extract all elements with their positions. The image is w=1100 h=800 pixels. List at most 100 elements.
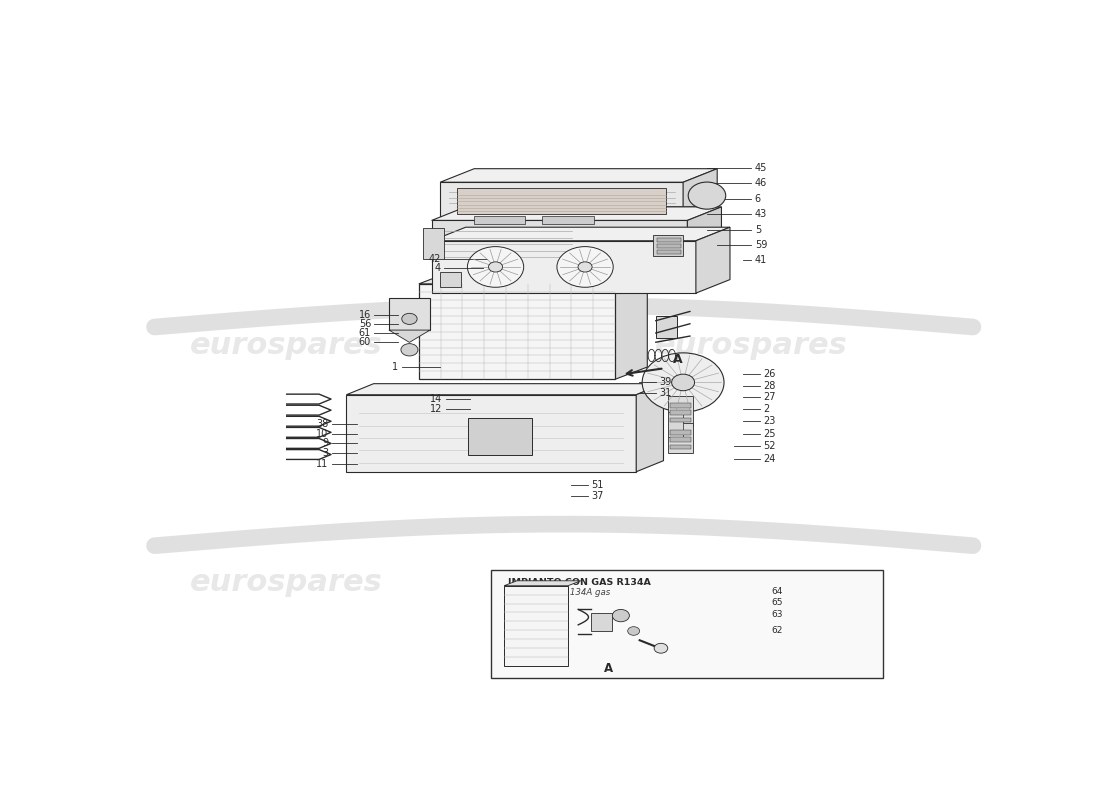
Bar xyxy=(346,394,636,472)
Text: 23: 23 xyxy=(763,416,776,426)
Polygon shape xyxy=(440,221,683,239)
Polygon shape xyxy=(419,271,647,284)
Text: eurospares: eurospares xyxy=(654,331,848,360)
Circle shape xyxy=(689,182,726,209)
Bar xyxy=(492,570,883,678)
Text: 5: 5 xyxy=(755,225,761,234)
Text: 42: 42 xyxy=(429,254,441,264)
Text: 61: 61 xyxy=(359,328,371,338)
Polygon shape xyxy=(431,241,696,293)
Text: 11: 11 xyxy=(316,459,329,470)
Circle shape xyxy=(654,643,668,653)
Circle shape xyxy=(400,344,418,356)
Polygon shape xyxy=(636,384,663,472)
Text: eurospares: eurospares xyxy=(190,568,383,597)
Bar xyxy=(657,244,681,248)
Text: 35: 35 xyxy=(547,624,559,633)
Polygon shape xyxy=(504,581,581,586)
Circle shape xyxy=(488,262,503,272)
Text: 26: 26 xyxy=(763,370,776,379)
Polygon shape xyxy=(389,330,430,342)
Text: 6: 6 xyxy=(755,194,761,204)
Bar xyxy=(670,402,691,408)
Text: IMPIANTO CON GAS R134A: IMPIANTO CON GAS R134A xyxy=(508,578,651,586)
Bar xyxy=(656,316,678,338)
Text: 52: 52 xyxy=(763,441,776,451)
Bar xyxy=(591,613,613,631)
Bar xyxy=(668,413,683,437)
Text: 28: 28 xyxy=(763,381,776,390)
Text: 43: 43 xyxy=(755,210,767,219)
Text: 56: 56 xyxy=(359,319,371,329)
Text: 65: 65 xyxy=(772,598,783,607)
Polygon shape xyxy=(440,182,683,221)
Bar xyxy=(424,229,444,259)
Text: 37: 37 xyxy=(591,491,604,502)
Bar xyxy=(419,284,615,379)
Bar xyxy=(670,445,691,450)
Polygon shape xyxy=(683,169,717,221)
Text: 2: 2 xyxy=(763,404,770,414)
Bar xyxy=(657,250,681,254)
Bar xyxy=(474,216,526,223)
Text: 16: 16 xyxy=(359,310,371,320)
Text: 63: 63 xyxy=(772,610,783,619)
Text: 60: 60 xyxy=(359,338,371,347)
Circle shape xyxy=(613,610,629,622)
Circle shape xyxy=(628,626,639,635)
Text: eurospares: eurospares xyxy=(654,568,848,597)
Circle shape xyxy=(402,314,417,325)
Bar xyxy=(469,418,532,455)
Polygon shape xyxy=(696,227,730,293)
Polygon shape xyxy=(440,169,717,182)
Bar xyxy=(542,216,594,223)
Text: System with R134A gas: System with R134A gas xyxy=(508,587,611,597)
Polygon shape xyxy=(431,207,722,221)
Circle shape xyxy=(642,353,724,412)
Text: 46: 46 xyxy=(755,178,767,189)
Text: 4: 4 xyxy=(434,263,441,274)
Polygon shape xyxy=(615,271,647,379)
Bar xyxy=(670,437,691,442)
Polygon shape xyxy=(431,221,688,262)
Text: 14: 14 xyxy=(430,394,442,404)
Circle shape xyxy=(468,246,524,287)
Text: 24: 24 xyxy=(763,454,776,465)
Text: 25: 25 xyxy=(763,429,776,438)
Text: 45: 45 xyxy=(755,163,767,173)
Text: 38: 38 xyxy=(316,418,329,429)
Text: 3: 3 xyxy=(322,448,329,458)
Text: 10: 10 xyxy=(316,429,329,438)
Bar xyxy=(504,586,568,666)
Bar xyxy=(458,188,666,214)
Text: 39: 39 xyxy=(659,378,671,387)
Text: eurospares: eurospares xyxy=(190,331,383,360)
Text: A: A xyxy=(673,354,682,366)
Text: 1: 1 xyxy=(393,362,398,372)
Text: 62: 62 xyxy=(772,626,783,635)
Circle shape xyxy=(557,246,613,287)
Bar xyxy=(670,430,691,434)
Circle shape xyxy=(578,262,592,272)
Polygon shape xyxy=(440,207,717,221)
Bar xyxy=(670,410,691,415)
Text: 31: 31 xyxy=(659,388,671,398)
Bar xyxy=(653,234,683,256)
Bar xyxy=(440,271,462,287)
Text: 51: 51 xyxy=(591,480,604,490)
Bar xyxy=(389,298,430,330)
Text: 41: 41 xyxy=(755,255,767,266)
Bar xyxy=(670,418,691,422)
Text: A: A xyxy=(604,662,613,675)
Text: 1: 1 xyxy=(553,601,559,610)
Text: 64: 64 xyxy=(548,612,559,621)
Polygon shape xyxy=(431,227,730,241)
Text: 27: 27 xyxy=(763,392,776,402)
Text: 64: 64 xyxy=(772,587,783,596)
Polygon shape xyxy=(688,207,722,262)
Text: 12: 12 xyxy=(430,404,442,414)
Bar xyxy=(668,396,693,426)
Text: 59: 59 xyxy=(755,240,767,250)
Circle shape xyxy=(672,374,694,390)
Bar xyxy=(668,423,693,453)
